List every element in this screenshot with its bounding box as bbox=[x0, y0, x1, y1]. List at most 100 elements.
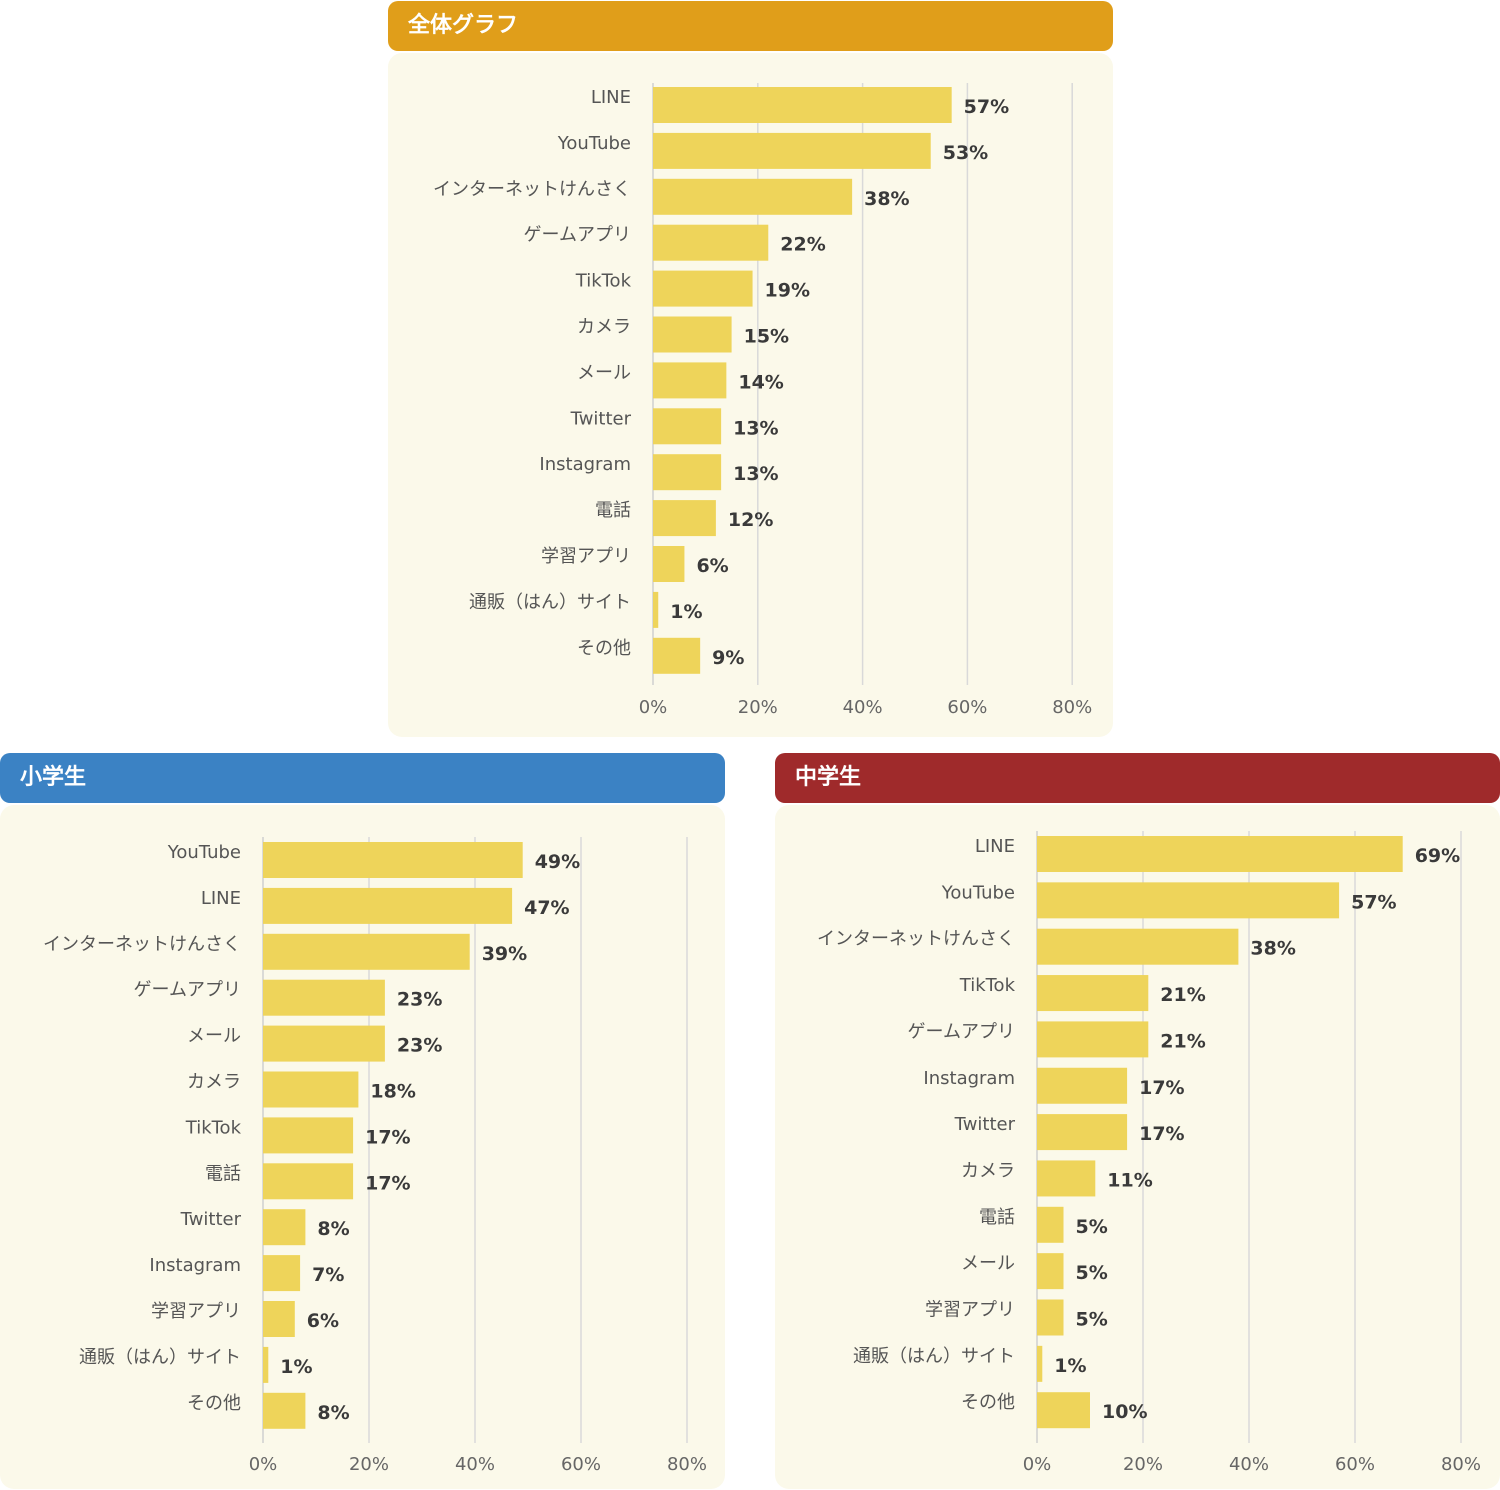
junior-high-bar bbox=[1037, 1206, 1064, 1243]
elementary-bar bbox=[263, 1163, 354, 1200]
elementary-bar bbox=[263, 933, 470, 970]
elementary-bar bbox=[263, 1346, 269, 1383]
elementary-tick-label: 20% bbox=[349, 1454, 389, 1475]
overall-bar bbox=[653, 500, 716, 537]
junior-high-bar bbox=[1037, 1299, 1064, 1336]
elementary-bar bbox=[263, 842, 523, 878]
elementary-value-label: 8% bbox=[317, 1402, 349, 1424]
junior-high-category-label: カメラ bbox=[961, 1160, 1015, 1181]
overall-value-label: 13% bbox=[733, 463, 778, 485]
overall-category-label: インターネットけんさく bbox=[433, 179, 631, 200]
overall-bar bbox=[653, 224, 769, 261]
elementary-category-label: 学習アプリ bbox=[151, 1301, 241, 1322]
elementary-bar bbox=[263, 1255, 301, 1292]
overall-value-label: 12% bbox=[728, 509, 773, 531]
junior-high-value-label: 17% bbox=[1139, 1123, 1184, 1145]
junior-high-value-label: 5% bbox=[1076, 1216, 1108, 1238]
elementary-category-label: ゲームアプリ bbox=[134, 980, 241, 1001]
elementary-tick-label: 80% bbox=[667, 1454, 707, 1475]
junior-high-category-label: ゲームアプリ bbox=[908, 1021, 1015, 1042]
junior-high-bar bbox=[1037, 1253, 1064, 1290]
junior-high-value-label: 57% bbox=[1351, 891, 1396, 913]
elementary-value-label: 23% bbox=[397, 989, 442, 1011]
overall-category-label: カメラ bbox=[577, 317, 631, 338]
overall-category-label: YouTube bbox=[557, 133, 631, 154]
elementary-chart-header: 小学生 bbox=[0, 753, 725, 803]
elementary-category-label: TikTok bbox=[185, 1117, 242, 1138]
elementary-value-label: 39% bbox=[482, 943, 527, 965]
overall-value-label: 9% bbox=[712, 647, 744, 669]
junior-high-chart-svg: 0% 20% 40% 60% 80% LINE 69% YouTube 57% インターネットけん… bbox=[817, 831, 1481, 1475]
elementary-value-label: 47% bbox=[524, 897, 569, 919]
junior-high-bar bbox=[1037, 836, 1403, 872]
elementary-bar bbox=[263, 1301, 295, 1337]
elementary-category-label: インターネットけんさく bbox=[43, 934, 241, 955]
elementary-category-label: YouTube bbox=[167, 842, 241, 863]
junior-high-category-label: YouTube bbox=[941, 882, 1015, 903]
overall-value-label: 15% bbox=[744, 326, 789, 348]
elementary-value-label: 17% bbox=[365, 1126, 410, 1148]
junior-high-category-label: Instagram bbox=[923, 1068, 1015, 1089]
elementary-category-label: カメラ bbox=[187, 1072, 241, 1093]
elementary-value-label: 18% bbox=[370, 1081, 415, 1103]
overall-bar bbox=[653, 362, 727, 399]
junior-high-category-label: その他 bbox=[961, 1392, 1015, 1413]
junior-high-value-label: 21% bbox=[1160, 1030, 1205, 1052]
junior-high-category-label: LINE bbox=[975, 836, 1015, 857]
overall-bar bbox=[653, 637, 701, 674]
overall-value-label: 53% bbox=[943, 142, 988, 164]
junior-high-value-label: 10% bbox=[1102, 1401, 1147, 1423]
junior-high-tick-label: 40% bbox=[1229, 1454, 1269, 1475]
elementary-value-label: 6% bbox=[307, 1310, 339, 1332]
elementary-category-label: Instagram bbox=[149, 1255, 241, 1276]
junior-high-tick-label: 0% bbox=[1023, 1454, 1052, 1475]
junior-high-category-label: 学習アプリ bbox=[925, 1300, 1015, 1321]
elementary-chart-panel: 小学生 0% 20% 40% 60% 80% YouTube 49% LINE 47% インターネ… bbox=[0, 753, 725, 1489]
junior-high-tick-label: 60% bbox=[1335, 1454, 1375, 1475]
overall-tick-label: 0% bbox=[639, 697, 668, 718]
elementary-tick-label: 40% bbox=[455, 1454, 495, 1475]
overall-bar bbox=[653, 408, 722, 445]
overall-bar bbox=[653, 132, 931, 169]
overall-value-label: 1% bbox=[670, 601, 702, 623]
elementary-tick-label: 60% bbox=[561, 1454, 601, 1475]
elementary-value-label: 1% bbox=[280, 1356, 312, 1378]
junior-high-chart-body bbox=[775, 805, 1500, 1489]
overall-tick-label: 40% bbox=[843, 697, 883, 718]
elementary-bar bbox=[263, 887, 513, 924]
elementary-bar bbox=[263, 1117, 354, 1154]
junior-high-category-label: TikTok bbox=[959, 975, 1016, 996]
elementary-value-label: 8% bbox=[317, 1218, 349, 1240]
junior-high-bar bbox=[1037, 928, 1239, 965]
elementary-bar bbox=[263, 1025, 385, 1062]
junior-high-value-label: 69% bbox=[1415, 845, 1460, 867]
junior-high-category-label: 電話 bbox=[979, 1207, 1015, 1228]
elementary-value-label: 49% bbox=[535, 851, 580, 873]
junior-high-category-label: メール bbox=[961, 1253, 1015, 1274]
junior-high-category-label: 通販（はん）サイト bbox=[853, 1346, 1015, 1367]
elementary-bar bbox=[263, 1209, 306, 1246]
overall-bar bbox=[653, 316, 732, 353]
elementary-value-label: 7% bbox=[312, 1264, 344, 1286]
overall-tick-label: 80% bbox=[1052, 697, 1092, 718]
overall-bar bbox=[653, 546, 685, 582]
overall-chart-title: 全体グラフ bbox=[408, 13, 519, 38]
elementary-bar bbox=[263, 979, 385, 1016]
junior-high-value-label: 17% bbox=[1139, 1077, 1184, 1099]
overall-value-label: 57% bbox=[964, 96, 1009, 118]
junior-high-chart-header: 中学生 bbox=[775, 753, 1500, 803]
overall-category-label: Instagram bbox=[539, 454, 631, 475]
overall-category-label: 学習アプリ bbox=[541, 546, 631, 567]
overall-value-label: 22% bbox=[780, 234, 825, 256]
elementary-category-label: Twitter bbox=[180, 1209, 242, 1230]
overall-category-label: 通販（はん）サイト bbox=[469, 592, 631, 613]
overall-value-label: 6% bbox=[696, 555, 728, 577]
overall-category-label: Twitter bbox=[570, 408, 632, 429]
overall-bar bbox=[653, 591, 659, 628]
elementary-chart-svg: 0% 20% 40% 60% 80% YouTube 49% LINE 47% インターネットけん… bbox=[43, 837, 707, 1475]
overall-chart-svg: 0% 20% 40% 60% 80% LINE 57% YouTube 53% インターネットけん… bbox=[433, 83, 1092, 718]
overall-value-label: 14% bbox=[738, 371, 783, 393]
elementary-bar bbox=[263, 1071, 359, 1108]
overall-category-label: TikTok bbox=[575, 271, 632, 292]
overall-value-label: 38% bbox=[864, 188, 909, 210]
